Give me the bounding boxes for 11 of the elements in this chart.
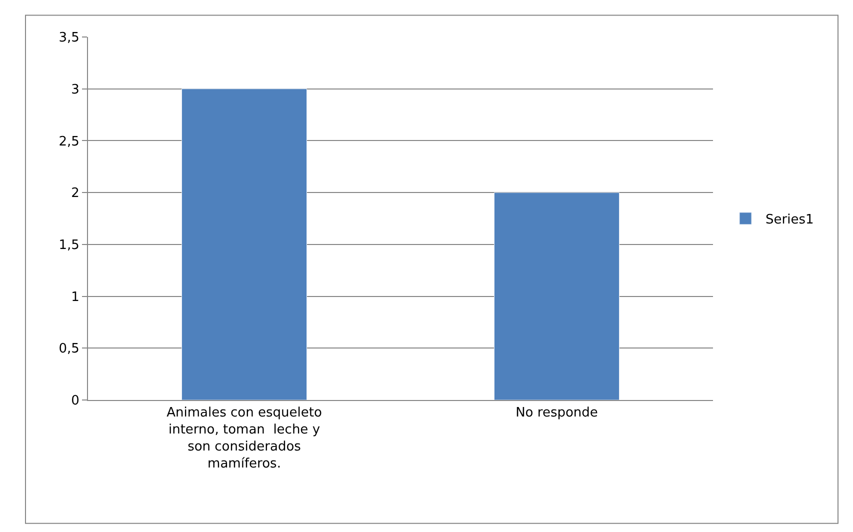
y-tick-label: 0 <box>71 394 80 409</box>
y-tick-label: 1 <box>71 290 80 305</box>
y-tick-label: 1,5 <box>58 238 80 253</box>
y-tick-label: 0,5 <box>58 342 80 357</box>
y-tick-label: 2 <box>71 186 80 202</box>
y-tick-label: 3 <box>71 82 80 98</box>
y-tick-label: 3,5 <box>58 30 80 46</box>
x-tick-label: Animales con esqueleto interno, toman leche y son considerados mamíferos. <box>166 406 322 472</box>
x-tick-label: No responde <box>516 406 598 421</box>
legend-label: Series1 <box>766 212 814 228</box>
y-tick-label: 2,5 <box>58 134 80 150</box>
